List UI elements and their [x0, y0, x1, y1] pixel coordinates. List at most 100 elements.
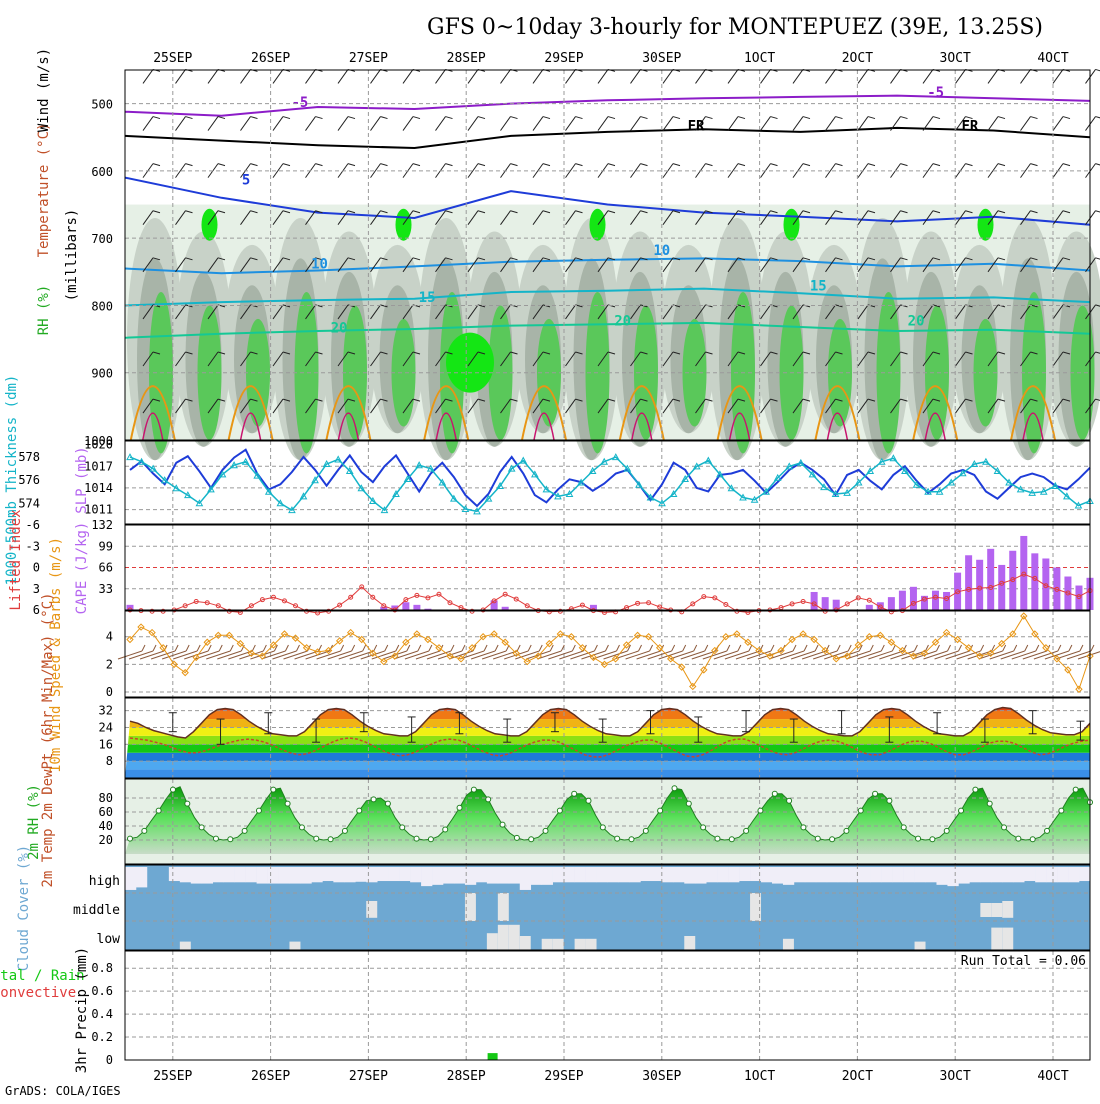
wind-barb [923, 69, 933, 83]
wind-barb-flag [352, 645, 355, 651]
rh-marker [643, 828, 648, 833]
cloud-high-bar [629, 867, 640, 882]
rh-marker [744, 828, 749, 833]
wind-barb [405, 651, 429, 659]
contour-label: -5 [292, 95, 309, 111]
wind-barb-flag [749, 645, 752, 651]
wind-barb-flag [771, 164, 778, 166]
rh-marker [156, 808, 161, 813]
rh-contour-95 [590, 209, 606, 241]
wind-barb [482, 651, 506, 659]
thickness-tick: 574 [18, 496, 40, 510]
rh-marker [400, 825, 405, 830]
wind-barb-flag [706, 117, 713, 119]
wind-barb-flag [933, 117, 940, 119]
date-label-bottom: 3OCT [940, 1069, 971, 1084]
rh-marker [944, 828, 949, 833]
wind-barb-flag [738, 645, 741, 651]
contour-label: 10 [311, 256, 328, 272]
contour-label: 20 [331, 320, 348, 336]
rh-tick: 80 [99, 791, 113, 805]
date-label-top: 1OCT [744, 51, 775, 66]
temp-band [125, 753, 1090, 761]
wind-barb-flag [251, 164, 258, 166]
wind-barb-flag [914, 645, 917, 651]
wind-barb [761, 117, 771, 131]
temp-band [125, 761, 1090, 769]
wind-barb [1023, 651, 1047, 659]
rh-marker [901, 825, 906, 830]
wind-barb-flag [153, 645, 156, 651]
ylabel-total-rain: Total / Rain [0, 968, 85, 984]
ylabel-cloud: Cloud Cover (%) [16, 845, 32, 971]
wind-barb [846, 651, 870, 659]
wind-barb [681, 651, 705, 659]
wind-barb-flag [153, 117, 160, 119]
wind-barb [241, 69, 251, 83]
wind-barb-flag [219, 645, 222, 651]
wind-barb [1045, 651, 1069, 659]
cloud-high-bar [662, 867, 673, 882]
wind-barb [493, 651, 517, 659]
cloud-high-bar [180, 867, 191, 882]
cloud-high-bar [257, 867, 268, 884]
wind-barb-flag [363, 645, 366, 651]
cloud-high-bar [728, 867, 739, 882]
wind-barb-flag [650, 645, 653, 651]
wind-barb-flag [673, 117, 680, 119]
date-label-bottom: 1OCT [744, 1069, 775, 1084]
cloud-high-bar [476, 867, 487, 882]
cloud-high-bar [564, 867, 575, 882]
wind-barb-flag [283, 164, 290, 166]
cloud-mid-bar [366, 901, 377, 918]
wind-barb-flag [901, 164, 908, 166]
wind-barb [284, 651, 308, 659]
rh-marker [844, 828, 849, 833]
cloud-high-bar [805, 867, 816, 882]
wind-barb-flag [285, 645, 288, 651]
cloud-high-bar [827, 867, 838, 882]
rh-marker [629, 837, 634, 842]
cloud-low-bar [1002, 928, 1013, 950]
wind-barb-flag [1036, 645, 1039, 651]
wind-barb-flag [705, 645, 708, 651]
cloud-mid-bar [498, 893, 509, 921]
wind-barb [273, 117, 283, 131]
wind-barb-flag [218, 164, 225, 166]
wind-barb [946, 651, 970, 659]
wind-barb-flag [608, 164, 615, 166]
wind-barb-flag [868, 117, 875, 119]
wind-barb-flag [1025, 645, 1028, 651]
rh-marker [600, 825, 605, 830]
wind-barb [857, 651, 881, 659]
wind-barb-flag [870, 645, 873, 651]
cloud-high-bar [202, 867, 213, 884]
date-label-top: 25SEP [153, 51, 192, 66]
cloud-high-bar [1068, 867, 1079, 882]
rh-marker [471, 787, 476, 792]
rh-marker [815, 836, 820, 841]
wind-barb-flag [413, 117, 420, 119]
cloud-low-bar [991, 928, 1002, 950]
wind-barb [968, 651, 992, 659]
wind-barb-flag [727, 645, 730, 651]
chart-title: GFS 0~10day 3-hourly for MONTEPUEZ (39E,… [427, 15, 1043, 40]
wind-barb [403, 117, 413, 131]
cloud-mid-bar [980, 903, 991, 917]
cloud-mid-bar [991, 903, 1002, 917]
wind-barb [631, 117, 641, 131]
wind-barb [436, 69, 446, 83]
wind-barb-flag [495, 645, 498, 651]
wind-barb [728, 69, 738, 83]
ylabel-slp: SLP (mb) [74, 446, 90, 513]
cloud-high-bar [421, 867, 432, 886]
cape-bar [965, 555, 972, 610]
contour-label: 5 [242, 172, 250, 188]
cloud-high-bar [553, 867, 564, 882]
ylabel-wind: Wind (m/s) [36, 48, 52, 132]
wind-barb [436, 117, 446, 131]
li-tick: -3 [26, 539, 40, 553]
rh-marker [314, 836, 319, 841]
